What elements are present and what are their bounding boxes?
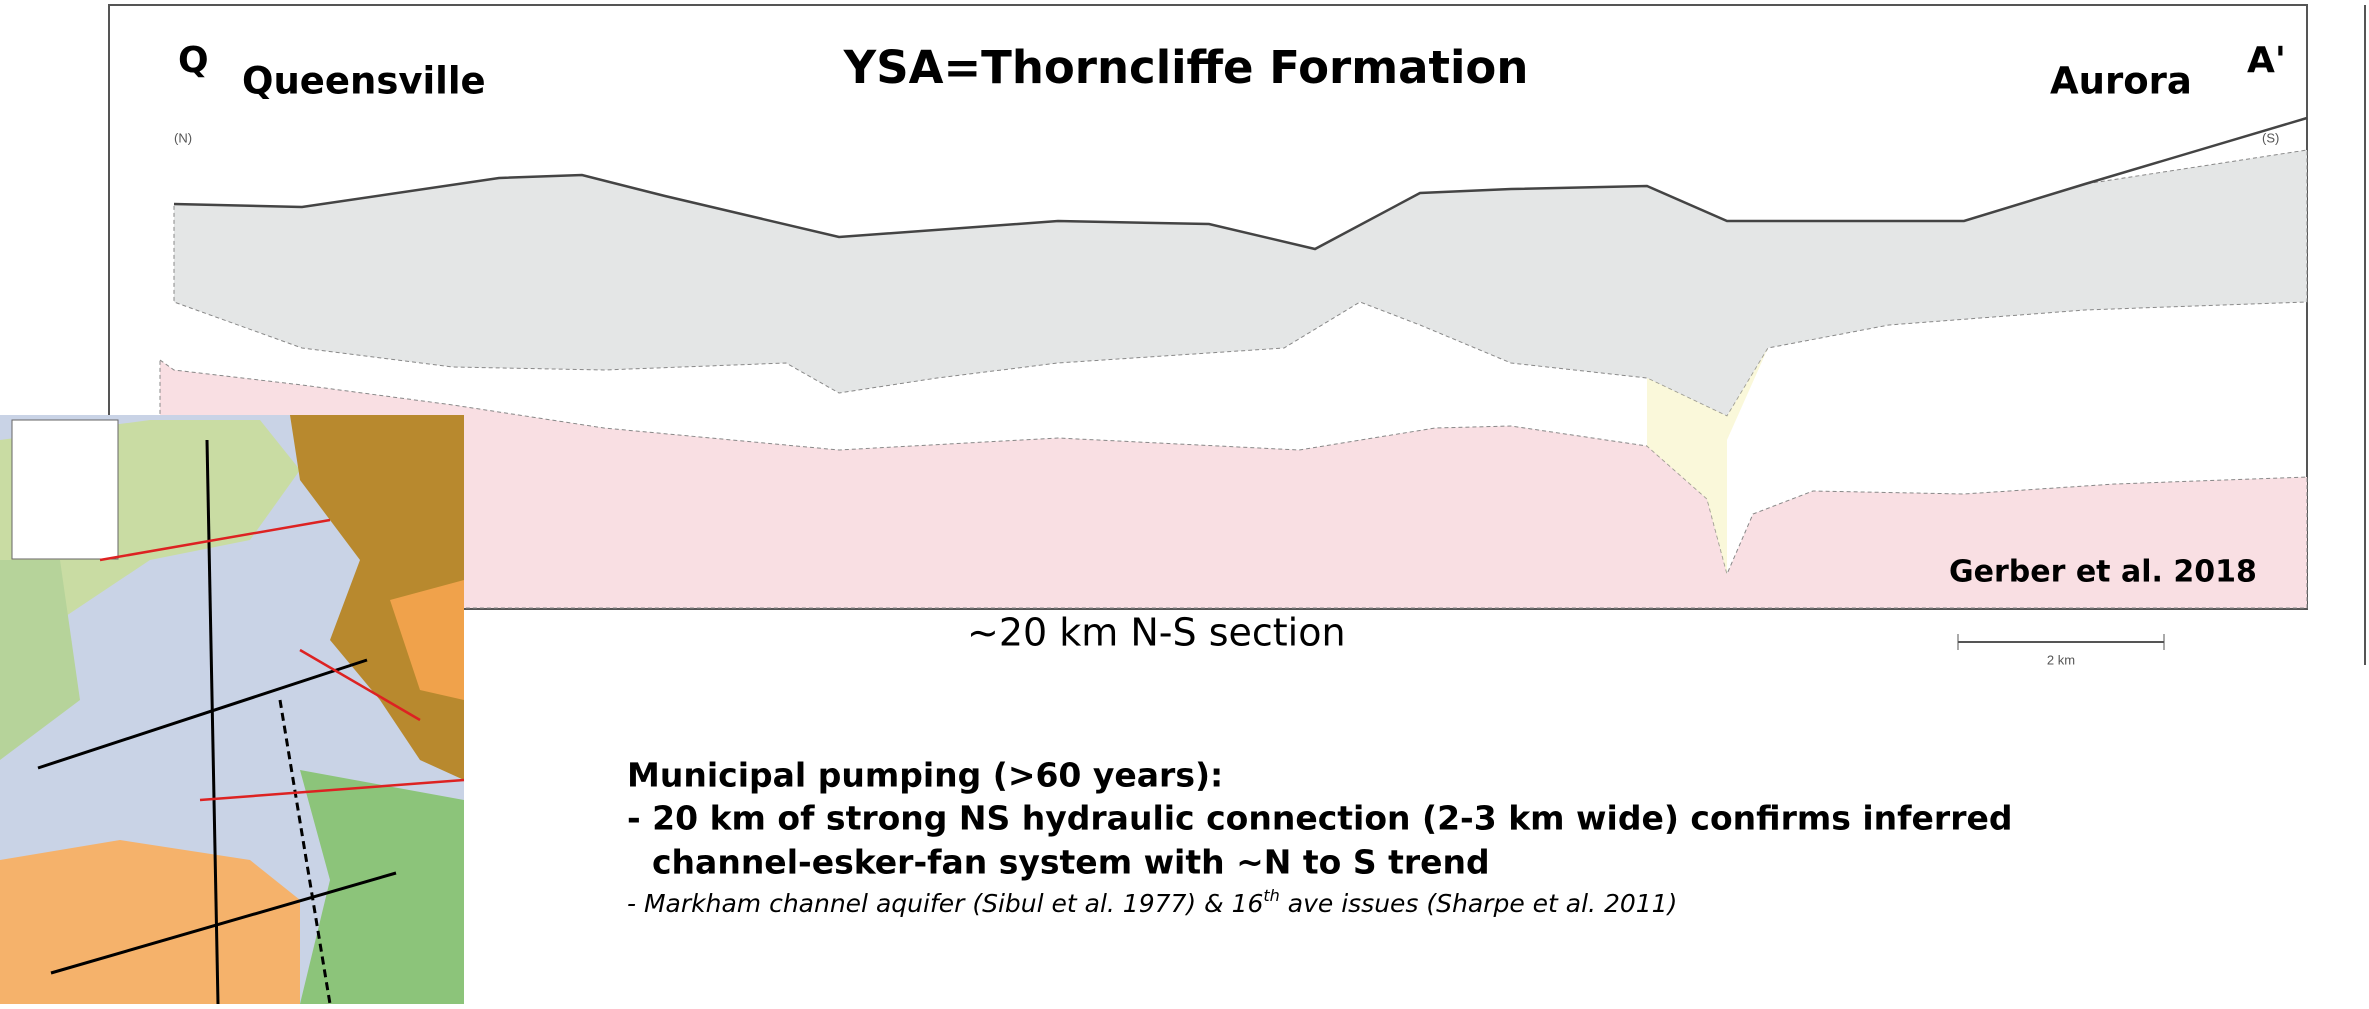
- note-text: - Markham channel aquifer (Sibul et al. …: [627, 889, 1263, 918]
- locator-map: [12, 420, 118, 559]
- credit: Gerber et al. 2018: [1949, 555, 2257, 590]
- direction: (S): [2262, 130, 2279, 145]
- place: Queensville: [242, 60, 486, 103]
- note-bullet: channel-esker-fan system with ~N to S tr…: [652, 843, 1490, 882]
- note-bullet: - Markham channel aquifer (Sibul et al. …: [627, 886, 1677, 919]
- section-end: A': [2247, 40, 2286, 81]
- title: YSA=Thorncliffe Formation: [843, 41, 1529, 94]
- map-inset: [0, 415, 464, 1004]
- scale-label: 2 km: [2047, 652, 2075, 667]
- note-bullet: - 20 km of strong NS hydraulic connectio…: [627, 799, 2012, 838]
- section-end: Q: [178, 40, 209, 81]
- note-text: ave issues (Sharpe et al. 2011): [1280, 889, 1678, 918]
- note-heading: Municipal pumping (>60 years):: [627, 756, 1223, 795]
- place: Aurora: [2050, 60, 2192, 103]
- direction: (N): [174, 130, 192, 145]
- map-zone: [0, 840, 300, 1004]
- slide: YSA=Thorncliffe Formation Queensville Au…: [0, 0, 2369, 1004]
- caption: ~20 km N-S section: [967, 611, 1346, 655]
- note-sup: th: [1263, 886, 1279, 905]
